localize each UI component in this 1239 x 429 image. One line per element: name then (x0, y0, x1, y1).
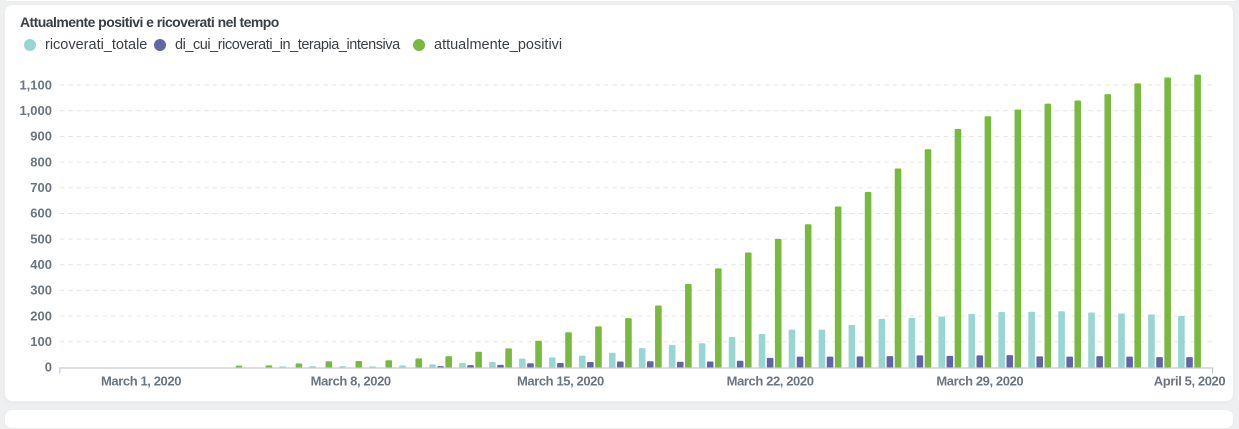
svg-text:200: 200 (30, 308, 52, 323)
svg-text:March 29, 2020: March 29, 2020 (936, 374, 1023, 389)
svg-text:March 8, 2020: March 8, 2020 (311, 374, 391, 389)
svg-text:1,100: 1,100 (19, 77, 52, 92)
svg-text:1,000: 1,000 (19, 103, 52, 118)
svg-text:400: 400 (30, 257, 52, 272)
svg-text:March 1, 2020: March 1, 2020 (101, 374, 181, 389)
svg-text:March 22, 2020: March 22, 2020 (727, 374, 814, 389)
svg-text:100: 100 (30, 334, 52, 349)
svg-text:March 15, 2020: March 15, 2020 (517, 374, 604, 389)
svg-text:600: 600 (30, 206, 52, 221)
svg-text:0: 0 (45, 360, 52, 375)
svg-text:800: 800 (30, 154, 52, 169)
svg-text:500: 500 (30, 231, 52, 246)
svg-text:300: 300 (30, 283, 52, 298)
svg-text:April 5, 2020: April 5, 2020 (1154, 374, 1226, 389)
svg-text:700: 700 (30, 180, 52, 195)
svg-text:900: 900 (30, 129, 52, 144)
